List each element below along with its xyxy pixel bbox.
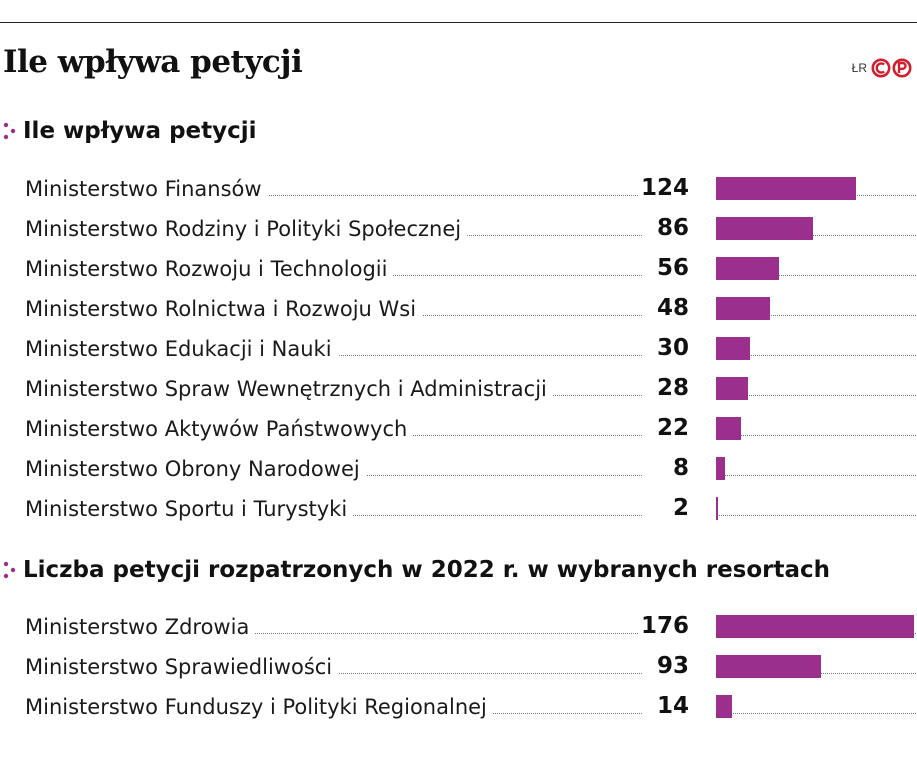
chart-row: Ministerstwo Rodziny i Polityki Społeczn… — [0, 213, 917, 243]
data-label: 2 — [670, 495, 689, 521]
data-label: 124 — [638, 175, 689, 201]
section-title-petitions: Ile wpływa petycji — [3, 118, 257, 144]
chart-row: Ministerstwo Aktywów Państwowych 22 — [0, 413, 917, 443]
data-label: 176 — [638, 613, 689, 639]
section-marker-icon — [3, 561, 16, 579]
section-title-reviewed: Liczba petycji rozpatrzonych w 2022 r. w… — [3, 557, 830, 583]
chart-row: Ministerstwo Finansów 124 — [0, 173, 917, 203]
category-label: Ministerstwo Obrony Narodowej — [25, 457, 366, 481]
data-label: 30 — [654, 335, 689, 361]
section-marker-icon — [3, 122, 16, 140]
bar — [716, 695, 732, 718]
bar-track-dots — [716, 475, 916, 476]
bar-track-dots — [716, 395, 916, 396]
data-label: 93 — [654, 653, 689, 679]
bar — [716, 377, 748, 400]
dotted-leader — [30, 195, 642, 196]
chart-row: Ministerstwo Rolnictwa i Rozwoju Wsi 48 — [0, 293, 917, 323]
bar-track-dots — [716, 713, 916, 714]
bar-track-dots — [716, 315, 916, 316]
chart-row: Ministerstwo Edukacji i Nauki 30 — [0, 333, 917, 363]
bar — [716, 655, 821, 678]
category-label: Ministerstwo Funduszy i Polityki Regiona… — [25, 695, 493, 719]
category-label: Ministerstwo Sprawiedliwości — [25, 655, 339, 679]
bar-track-dots — [716, 435, 916, 436]
category-label: Ministerstwo Zdrowia — [25, 615, 256, 639]
chart-row: Ministerstwo Sportu i Turystyki 2 — [0, 493, 917, 523]
bar — [716, 337, 750, 360]
top-rule — [0, 22, 917, 23]
bar-track-dots — [716, 515, 916, 516]
bar-track-dots — [716, 235, 916, 236]
category-label: Ministerstwo Rodziny i Polityki Społeczn… — [25, 217, 468, 241]
chart-row: Ministerstwo Obrony Narodowej 8 — [0, 453, 917, 483]
category-label: Ministerstwo Aktywów Państwowych — [25, 417, 414, 441]
page-title: Ile wpływa petycji — [3, 44, 303, 80]
chart-row: Ministerstwo Funduszy i Polityki Regiona… — [0, 691, 917, 721]
bar — [716, 257, 779, 280]
bar — [716, 177, 856, 200]
bar-track-dots — [716, 355, 916, 356]
credit: ŁR — [852, 58, 913, 78]
data-label: 48 — [654, 295, 689, 321]
bar — [716, 217, 813, 240]
category-label: Ministerstwo Edukacji i Nauki — [25, 337, 338, 361]
bar — [716, 297, 770, 320]
author-credit: ŁR — [851, 61, 867, 75]
category-label: Ministerstwo Rozwoju i Technologii — [25, 257, 394, 281]
section-title-text: Ile wpływa petycji — [23, 118, 257, 144]
chart-row: Ministerstwo Sprawiedliwości 93 — [0, 651, 917, 681]
chart-row: Ministerstwo Rozwoju i Technologii 56 — [0, 253, 917, 283]
copyright-logo-icon — [871, 58, 912, 78]
chart-row: Ministerstwo Zdrowia 176 — [0, 611, 917, 641]
category-label: Ministerstwo Spraw Wewnętrznych i Admini… — [25, 377, 553, 401]
dotted-leader — [30, 633, 642, 634]
bar — [716, 457, 725, 480]
bar-track-dots — [716, 275, 916, 276]
category-label: Ministerstwo Rolnictwa i Rozwoju Wsi — [25, 297, 423, 321]
chart-row: Ministerstwo Spraw Wewnętrznych i Admini… — [0, 373, 917, 403]
data-label: 8 — [670, 455, 689, 481]
data-label: 28 — [654, 375, 689, 401]
category-label: Ministerstwo Sportu i Turystyki — [25, 497, 354, 521]
data-label: 22 — [654, 415, 689, 441]
data-label: 86 — [654, 215, 689, 241]
data-label: 14 — [654, 693, 689, 719]
bar — [716, 497, 718, 520]
bar — [716, 417, 741, 440]
data-label: 56 — [654, 255, 689, 281]
bar — [716, 615, 914, 638]
category-label: Ministerstwo Finansów — [25, 177, 268, 201]
section-title-text: Liczba petycji rozpatrzonych w 2022 r. w… — [23, 557, 831, 583]
